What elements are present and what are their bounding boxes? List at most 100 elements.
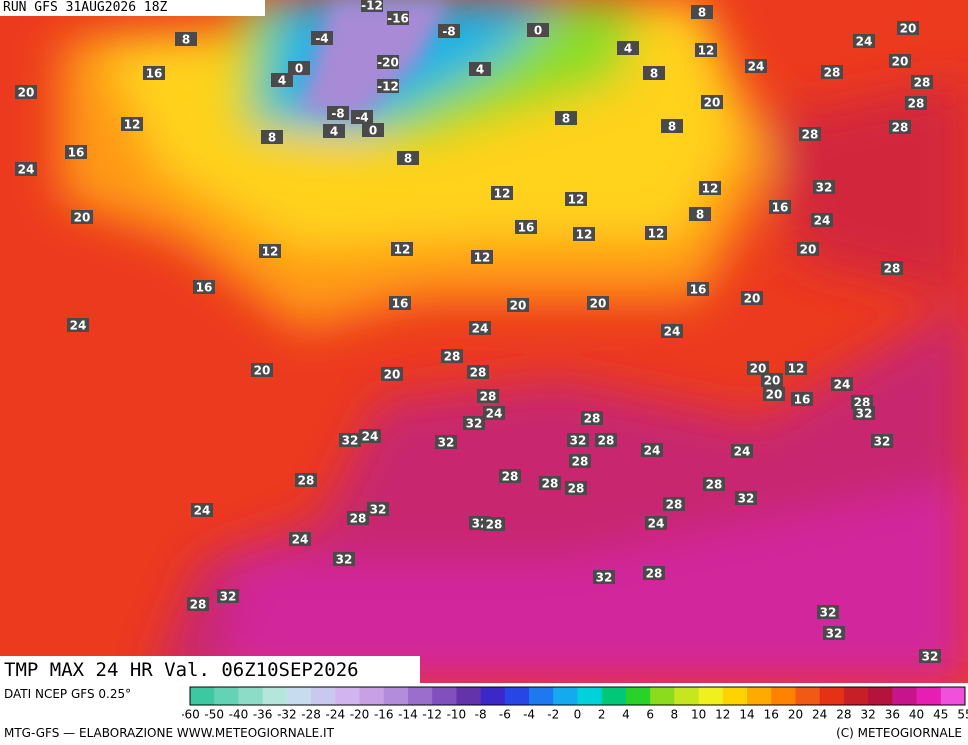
legend-swatch [916, 687, 942, 705]
contour-label-box [463, 416, 485, 430]
contour-label: 28 [824, 66, 841, 80]
contour-label-box [661, 324, 683, 338]
contour-label-box [327, 106, 349, 120]
contour-label-box [288, 61, 310, 75]
map-title: TMP MAX 24 HR Val. 06Z10SEP2026 [4, 659, 359, 681]
legend-swatch [674, 687, 700, 705]
contour-label-box [565, 481, 587, 495]
legend-swatch [843, 687, 869, 705]
contour-label-box [289, 532, 311, 546]
contour-label: -16 [387, 12, 409, 26]
contour-label: 28 [646, 567, 663, 581]
contour-label: 24 [734, 445, 751, 459]
contour-label: 8 [650, 67, 658, 81]
contour-label-box [745, 59, 767, 73]
contour-label: 4 [476, 63, 484, 77]
contour-label-box [785, 361, 807, 375]
contour-label: 20 [750, 362, 767, 376]
contour-label-box [587, 296, 609, 310]
contour-label: 8 [668, 120, 676, 134]
legend-swatch [238, 687, 264, 705]
contour-label: 20 [590, 297, 607, 311]
contour-label-box [381, 367, 403, 381]
contour-label: 28 [666, 498, 683, 512]
legend-swatch [214, 687, 239, 705]
legend-tick: -28 [301, 708, 321, 722]
contour-label-box [691, 5, 713, 19]
contour-label: 28 [884, 262, 901, 276]
contour-label: 32 [826, 627, 843, 641]
contour-label: -4 [355, 111, 368, 125]
contour-label: 28 [706, 478, 723, 492]
contour-label-box [889, 54, 911, 68]
legend-swatch [892, 687, 918, 705]
contour-label: -12 [361, 0, 383, 13]
contour-label-box [65, 145, 87, 159]
legend-tick: 6 [646, 708, 654, 722]
legend-tick: 2 [598, 708, 606, 722]
contour-label-box [389, 296, 411, 310]
legend-swatch [456, 687, 482, 705]
contour-label: 32 [820, 606, 837, 620]
contour-label: 28 [350, 512, 367, 526]
legend-tick: 4 [622, 708, 630, 722]
legend-swatch [795, 687, 821, 705]
contour-label-box [911, 75, 933, 89]
contour-label-box [689, 207, 711, 221]
contour-label-box [435, 435, 457, 449]
contour-label-box [701, 95, 723, 109]
legend-swatch [819, 687, 845, 705]
contour-label: 32 [220, 590, 237, 604]
title-box: TMP MAX 24 HR Val. 06Z10SEP2026 [0, 656, 420, 683]
legend-swatch [432, 687, 457, 705]
contour-label: 8 [182, 33, 190, 47]
contour-label-box [499, 469, 521, 483]
contour-label: 12 [124, 118, 141, 132]
legend-tick: -12 [422, 708, 442, 722]
contour-label: 8 [268, 131, 276, 145]
contour-label: 0 [369, 124, 377, 138]
contour-label: 24 [362, 430, 379, 444]
legend-tick: 10 [691, 708, 706, 722]
contour-label-box [271, 73, 293, 87]
contour-label-box [617, 41, 639, 55]
legend-swatch [407, 687, 433, 705]
credit: MTG-GFS — ELABORAZIONE WWW.METEOGIORNALE… [4, 726, 334, 740]
contour-label: -20 [377, 56, 399, 70]
legend-tick: -40 [229, 708, 249, 722]
contour-label-box [853, 406, 875, 420]
contour-label: 16 [196, 281, 213, 295]
contour-label: 32 [596, 571, 613, 585]
contour-label: 12 [262, 245, 279, 259]
contour-label: 32 [922, 650, 939, 664]
contour-label-box [387, 11, 409, 25]
contour-label: 16 [772, 201, 789, 215]
contour-label: 20 [764, 374, 781, 388]
contour-label-box [359, 429, 381, 443]
legend-tick: -32 [277, 708, 297, 722]
contour-label-box [362, 123, 384, 137]
contour-label-box [881, 261, 903, 275]
contour-label-box [15, 85, 37, 99]
contour-label: 24 [834, 378, 851, 392]
contour-label: 12 [648, 227, 665, 241]
contour-label-box [175, 32, 197, 46]
contour-label: 8 [562, 112, 570, 126]
copyright: (C) METEOGIORNALE [836, 726, 962, 740]
contour-label-box [797, 242, 819, 256]
contour-label-box [191, 503, 213, 517]
contour-label: -8 [331, 107, 344, 121]
contour-label-box [555, 111, 577, 125]
contour-label: 32 [856, 407, 873, 421]
contour-label: 32 [466, 417, 483, 431]
legend-tick: 55 [957, 708, 968, 722]
legend-tick: -50 [204, 708, 224, 722]
legend-swatch [359, 687, 385, 705]
contour-label-box [121, 117, 143, 131]
contour-label-box [831, 377, 853, 391]
legend-tick: 0 [574, 708, 582, 722]
contour-label: 32 [570, 434, 587, 448]
contour-label-box [377, 79, 399, 93]
contour-label-box [889, 120, 911, 134]
